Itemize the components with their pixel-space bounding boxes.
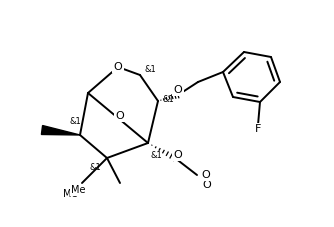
Text: Me: Me	[71, 185, 85, 195]
Text: Me: Me	[62, 189, 77, 199]
Text: &1: &1	[144, 66, 156, 74]
Text: F: F	[255, 124, 261, 134]
Text: O: O	[174, 85, 182, 95]
Text: O: O	[114, 62, 122, 72]
Text: &1: &1	[89, 163, 101, 173]
Text: O: O	[174, 150, 182, 160]
Text: &1: &1	[69, 116, 81, 126]
Text: &1: &1	[162, 94, 174, 104]
Text: O: O	[201, 170, 210, 180]
Text: &1: &1	[150, 151, 162, 160]
Text: O: O	[202, 180, 211, 190]
Text: O: O	[116, 111, 124, 121]
Polygon shape	[41, 126, 80, 135]
